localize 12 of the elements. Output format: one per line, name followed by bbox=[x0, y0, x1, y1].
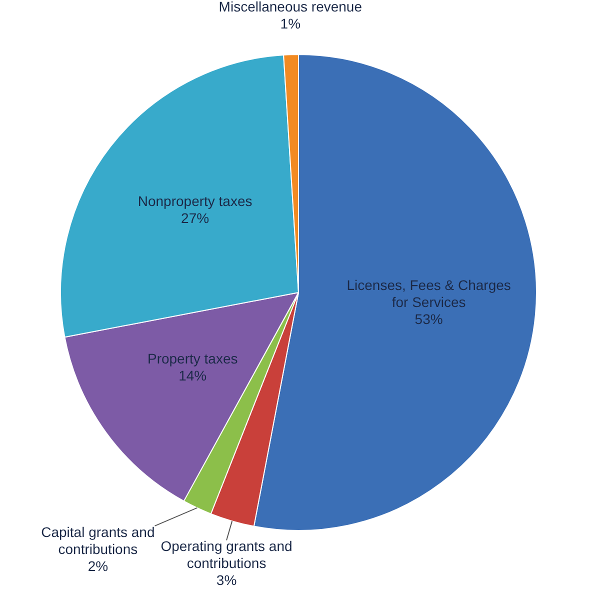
slice-label: Nonproperty taxes bbox=[138, 193, 252, 210]
data-label: 1% bbox=[280, 15, 301, 32]
data-label: 3% bbox=[216, 572, 237, 588]
slice-label: Licenses, Fees & Charges for Services bbox=[346, 277, 511, 310]
slice-label: Miscellaneous revenue bbox=[218, 0, 362, 14]
data-label: 2% bbox=[88, 558, 108, 574]
slice-label: Operating grants and contributions bbox=[160, 538, 292, 572]
data-label: 14% bbox=[178, 367, 207, 384]
slice-label: Capital grants and contributions bbox=[41, 524, 155, 557]
data-label: 53% bbox=[414, 311, 443, 328]
slice-label: Property taxes bbox=[147, 350, 238, 366]
data-label: 27% bbox=[181, 210, 210, 226]
